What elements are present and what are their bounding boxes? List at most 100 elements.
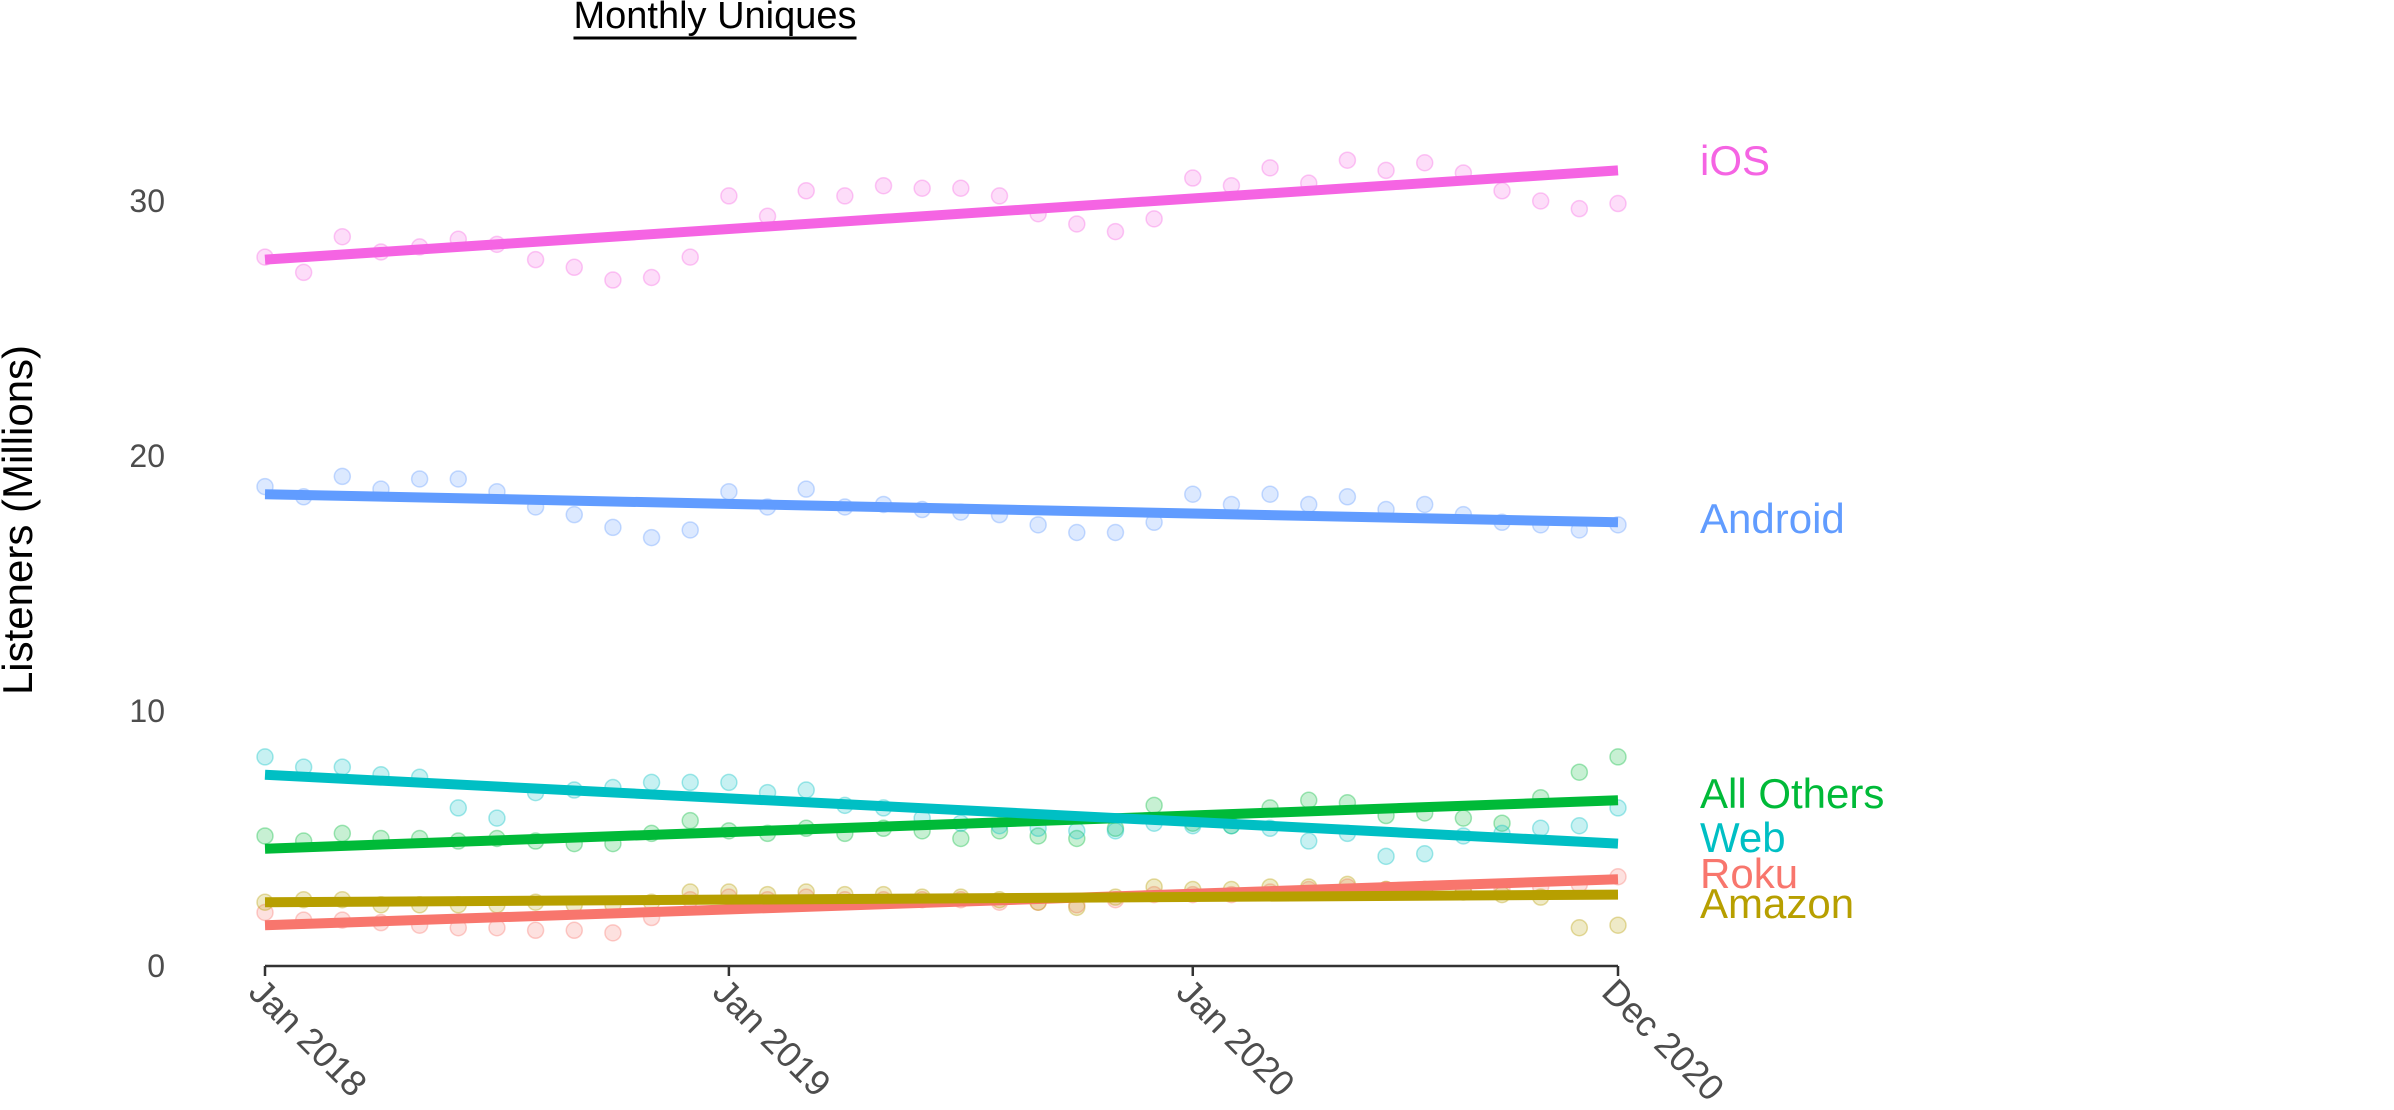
data-point (1299, 495, 1318, 514)
data-point (720, 773, 738, 792)
data-point (526, 921, 545, 940)
y-tick-label: 30 (129, 183, 165, 219)
axes: 0 10 20 30 Jan 2018 Jan 2019 Jan 2020 Dec 2020 (129, 183, 1732, 1109)
data-point (256, 748, 274, 766)
x-tick-label: Jan 2020 (1169, 971, 1303, 1105)
data-point (604, 518, 622, 537)
data-point (1609, 748, 1627, 766)
data-point (1338, 488, 1357, 506)
data-point (488, 809, 506, 827)
data-point (1145, 210, 1163, 228)
data-point (1068, 829, 1086, 848)
data-point (410, 470, 429, 488)
data-point (1261, 159, 1279, 177)
data-point (1570, 817, 1589, 835)
data-point (642, 528, 661, 547)
data-point (449, 799, 468, 817)
y-tick-label: 10 (129, 693, 165, 729)
data-point (642, 773, 661, 792)
trend-line (264, 165, 1619, 265)
chart-title-group: Monthly Uniques (573, 0, 857, 40)
trend-line (264, 889, 1619, 908)
x-tick-label: Jan 2018 (241, 971, 375, 1105)
data-point (681, 773, 699, 792)
data-point (1570, 763, 1589, 781)
series-label: iOS (1700, 137, 1770, 184)
data-point (565, 921, 584, 940)
series-label: Android (1700, 495, 1845, 542)
data-point (256, 827, 274, 845)
data-point (720, 482, 738, 501)
data-point (1068, 523, 1086, 542)
series-label: Web (1700, 814, 1786, 861)
series-label: Amazon (1700, 880, 1854, 927)
data-point (333, 467, 352, 486)
data-point (1338, 151, 1357, 169)
data-point (874, 176, 893, 195)
data-point (526, 250, 545, 269)
y-axis-label: Listeners (Millions) (0, 345, 41, 695)
data-point (1106, 523, 1125, 542)
data-point (913, 179, 931, 197)
data-point (333, 227, 352, 246)
data-point (836, 187, 854, 205)
x-tick-label: Dec 2020 (1594, 971, 1732, 1109)
data-point (1493, 182, 1511, 200)
data-point (1068, 215, 1086, 233)
data-point (952, 829, 970, 848)
data-point (1068, 822, 1086, 840)
series-label: Roku (1700, 850, 1798, 897)
data-point (1377, 161, 1395, 180)
data-point (797, 182, 815, 200)
data-point (990, 187, 1009, 205)
data-point (1106, 822, 1125, 840)
data-point (681, 521, 699, 539)
data-point (952, 179, 970, 197)
data-point (720, 187, 738, 205)
data-point (642, 268, 661, 287)
data-point (449, 470, 468, 488)
data-point (604, 271, 622, 289)
data-point (1184, 169, 1202, 187)
trend-line (264, 795, 1619, 854)
data-point (797, 480, 815, 498)
series-label: All Others (1700, 770, 1884, 817)
data-point (1531, 192, 1550, 210)
data-point (681, 248, 699, 266)
data-point (565, 505, 584, 524)
chart-title: Monthly Uniques (573, 0, 856, 37)
data-point (1570, 919, 1589, 937)
data-point (565, 258, 584, 277)
data-point (1570, 199, 1589, 218)
data-point (1531, 819, 1550, 838)
data-point (1106, 222, 1125, 241)
y-tick-label: 0 (147, 948, 165, 984)
data-point (294, 263, 313, 282)
data-point (1415, 154, 1434, 172)
data-point (1029, 516, 1047, 534)
data-point (1609, 916, 1627, 934)
data-point (1493, 814, 1511, 832)
data-point (1454, 809, 1473, 827)
data-point (797, 781, 815, 799)
data-point (1415, 845, 1434, 863)
data-point (1377, 847, 1395, 866)
y-tick-label: 20 (129, 438, 165, 474)
data-point (1299, 832, 1318, 850)
data-point (333, 824, 352, 843)
data-point (681, 811, 699, 830)
data-point (604, 924, 622, 942)
trend-line (264, 489, 1619, 528)
data-point (333, 758, 352, 776)
data-point (1299, 791, 1318, 809)
data-point (1609, 194, 1627, 213)
data-point (1184, 485, 1202, 503)
trend-line (264, 769, 1619, 849)
data-point (1415, 495, 1434, 514)
data-point (1261, 485, 1279, 503)
trend-lines (264, 165, 1619, 931)
x-tick-label: Jan 2019 (705, 971, 839, 1105)
